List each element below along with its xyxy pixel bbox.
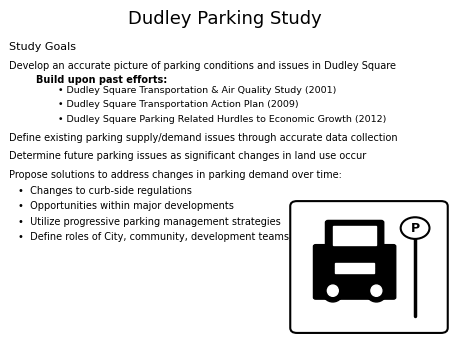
Bar <box>333 226 376 245</box>
Circle shape <box>400 217 429 239</box>
Text: Define existing parking supply/demand issues through accurate data collection: Define existing parking supply/demand is… <box>9 133 398 143</box>
Text: • Dudley Square Parking Related Hurdles to Economic Growth (2012): • Dudley Square Parking Related Hurdles … <box>58 115 387 124</box>
FancyBboxPatch shape <box>314 245 396 299</box>
Text: Dudley Parking Study: Dudley Parking Study <box>128 10 322 28</box>
Text: Build upon past efforts:: Build upon past efforts: <box>36 75 167 85</box>
Text: Determine future parking issues as significant changes in land use occur: Determine future parking issues as signi… <box>9 151 366 162</box>
Bar <box>335 263 374 268</box>
Text: • Dudley Square Transportation & Air Quality Study (2001): • Dudley Square Transportation & Air Qua… <box>58 86 337 95</box>
Ellipse shape <box>371 285 382 296</box>
Text: •  Opportunities within major developments: • Opportunities within major development… <box>18 201 234 212</box>
Ellipse shape <box>322 280 344 302</box>
Text: Develop an accurate picture of parking conditions and issues in Dudley Square: Develop an accurate picture of parking c… <box>9 61 396 71</box>
FancyBboxPatch shape <box>290 201 448 333</box>
Text: Propose solutions to address changes in parking demand over time:: Propose solutions to address changes in … <box>9 170 342 180</box>
FancyBboxPatch shape <box>325 220 384 251</box>
Ellipse shape <box>365 280 387 302</box>
Text: •  Define roles of City, community, development teams, etc.: • Define roles of City, community, devel… <box>18 232 314 242</box>
Bar <box>335 268 374 273</box>
Text: •  Changes to curb-side regulations: • Changes to curb-side regulations <box>18 186 192 196</box>
Text: • Dudley Square Transportation Action Plan (2009): • Dudley Square Transportation Action Pl… <box>58 100 299 110</box>
Text: Study Goals: Study Goals <box>9 42 76 52</box>
Text: P: P <box>410 222 420 235</box>
Ellipse shape <box>328 285 338 296</box>
Text: •  Utilize progressive parking management strategies: • Utilize progressive parking management… <box>18 217 281 227</box>
